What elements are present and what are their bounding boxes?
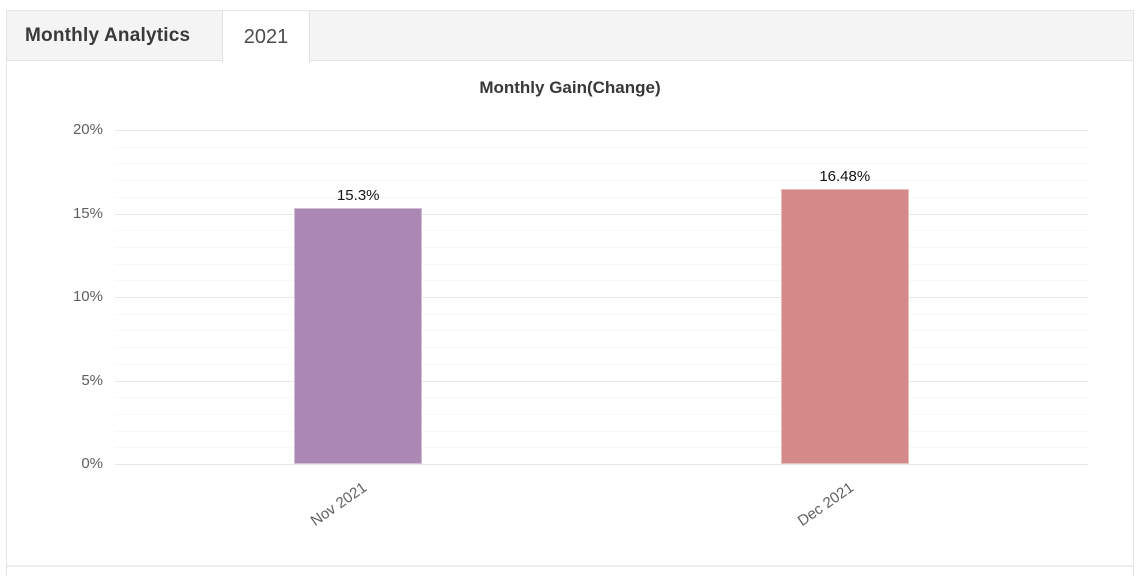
y-tick-label: 0%: [81, 455, 103, 472]
plot-area: 0% 5% 10% 15% 20% 15.3% Nov 2021 16.48% Dec 2021: [7, 10, 1133, 576]
bar-dec-2021: [780, 188, 909, 464]
y-tick-label: 5%: [81, 371, 103, 389]
minor-gridline: [115, 196, 1088, 198]
x-tick-label: Dec 2021: [794, 479, 857, 530]
y-tick-label: 20%: [72, 121, 103, 138]
tab-2021[interactable]: 2021: [222, 11, 310, 63]
minor-gridline: [115, 397, 1088, 399]
bar-value-label: 16.48%: [819, 167, 871, 185]
minor-gridline: [115, 330, 1088, 332]
minor-gridline: [115, 413, 1088, 415]
bar-chart: Monthly Gain(Change) 0% 5% 10% 15% 20% 15.3% N…: [7, 10, 1133, 576]
panel-divider: [7, 565, 1133, 567]
minor-gridline: [115, 230, 1088, 232]
bar-nov-2021: [294, 208, 423, 464]
y-tick-label: 10%: [72, 288, 103, 305]
minor-gridline: [115, 263, 1088, 265]
major-gridline: [115, 130, 1088, 131]
minor-gridline: [115, 347, 1088, 349]
x-axis-baseline: [115, 464, 1088, 465]
minor-gridline: [115, 180, 1088, 182]
minor-gridline: [115, 430, 1088, 432]
minor-gridline: [115, 246, 1088, 248]
minor-gridline: [115, 163, 1088, 165]
major-gridline: [115, 213, 1088, 215]
major-gridline: [115, 297, 1088, 298]
tab-2021-label: 2021: [243, 25, 289, 48]
x-tick-label: Nov 2021: [307, 479, 371, 530]
minor-gridline: [115, 447, 1088, 449]
minor-gridline: [115, 313, 1088, 315]
analytics-panel: Monthly Analytics 2021 Monthly Gain(Chan…: [6, 10, 1134, 576]
major-gridline: [115, 380, 1088, 382]
minor-gridline: [115, 280, 1088, 282]
minor-gridline: [115, 363, 1088, 365]
minor-gridline: [115, 146, 1088, 148]
bar-value-label: 15.3%: [336, 187, 380, 205]
chart-title: Monthly Gain(Change): [479, 78, 661, 97]
y-tick-label: 15%: [72, 204, 103, 222]
tab-bar: Monthly Analytics 2021: [7, 10, 1133, 63]
panel-title: Monthly Analytics: [25, 25, 191, 46]
